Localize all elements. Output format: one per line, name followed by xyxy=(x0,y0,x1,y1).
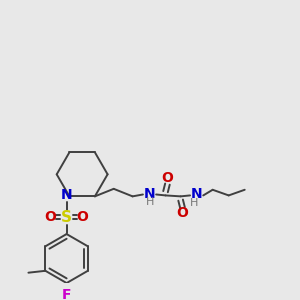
Text: H: H xyxy=(190,198,198,208)
Text: N: N xyxy=(61,188,72,203)
Text: S: S xyxy=(61,210,72,225)
Text: O: O xyxy=(77,210,88,224)
Text: N: N xyxy=(191,188,203,202)
Text: O: O xyxy=(45,210,56,224)
Text: O: O xyxy=(177,206,188,220)
Text: N: N xyxy=(144,187,155,200)
Text: F: F xyxy=(62,288,71,300)
Text: O: O xyxy=(161,172,173,185)
Text: H: H xyxy=(146,197,155,207)
